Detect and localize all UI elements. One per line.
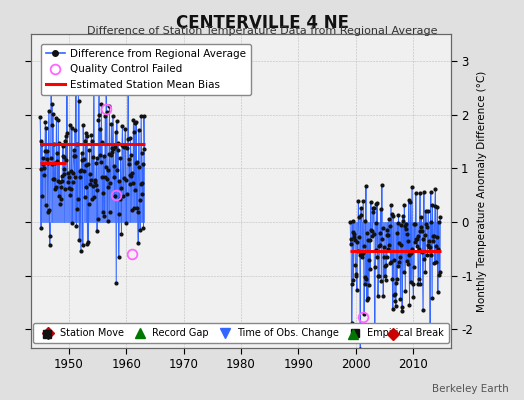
Y-axis label: Monthly Temperature Anomaly Difference (°C): Monthly Temperature Anomaly Difference (… [477, 70, 487, 312]
Text: Berkeley Earth: Berkeley Earth [432, 384, 508, 394]
Text: CENTERVILLE 4 NE: CENTERVILLE 4 NE [176, 14, 348, 32]
Text: Difference of Station Temperature Data from Regional Average: Difference of Station Temperature Data f… [87, 26, 437, 36]
Legend: Station Move, Record Gap, Time of Obs. Change, Empirical Break: Station Move, Record Gap, Time of Obs. C… [33, 324, 449, 343]
